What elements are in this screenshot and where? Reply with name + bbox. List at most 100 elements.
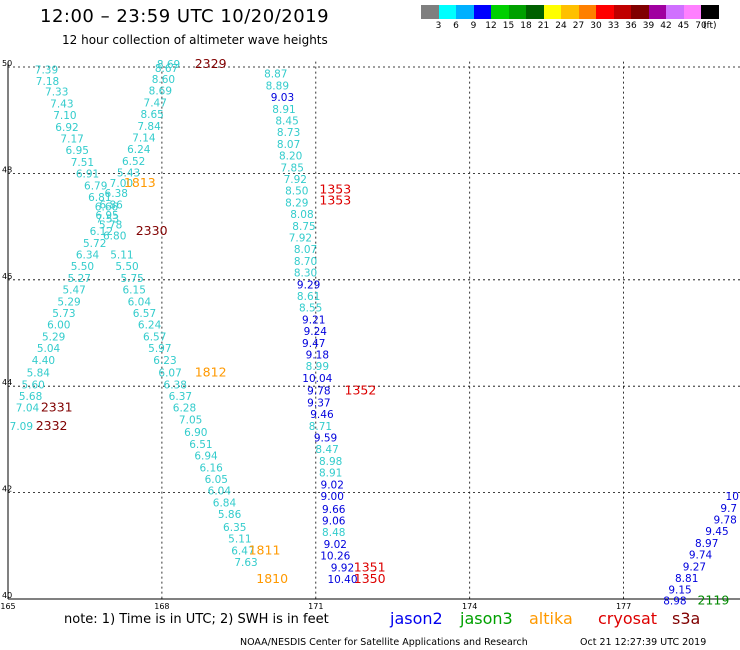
color-scale-label: 3	[435, 21, 442, 31]
wave-height-value: 8.60	[152, 74, 175, 86]
pass-time-label: 1353	[319, 192, 351, 207]
pass-time-label: 2331	[41, 400, 73, 415]
color-scale-label: 9	[470, 21, 477, 31]
color-scale-label: 39	[642, 21, 655, 31]
wave-height-value: 7.17	[60, 134, 83, 146]
wave-height-value: 7.92	[284, 174, 307, 186]
wave-height-value: 6.80	[103, 230, 126, 242]
wave-height-value: 5.29	[42, 331, 65, 343]
wave-height-value: 6.47	[231, 545, 254, 557]
track-f: 9.29	[297, 279, 320, 291]
longitude-label: 165	[0, 602, 15, 611]
wave-height-value: 8.70	[294, 256, 317, 268]
wave-height-value: 9.03	[271, 92, 294, 104]
wave-height-value: 7.43	[50, 98, 73, 110]
latitude-label: 40	[2, 591, 12, 600]
track-l: 9.59	[314, 433, 337, 445]
track-g: 8.618.55	[297, 291, 322, 315]
wave-height-value: 6.05	[205, 474, 228, 486]
wave-height-value: 8.67	[155, 63, 178, 75]
pass-time-label: 1350	[354, 571, 386, 586]
wave-height-value: 5.60	[21, 379, 44, 391]
wave-height-value: 8.30	[294, 268, 317, 280]
wave-height-value: 6.12	[90, 226, 113, 238]
wave-height-value: 5.11	[228, 534, 251, 546]
track-a: 7.397.187.337.437.106.927.176.957.516.91…	[10, 64, 119, 432]
wave-height-value: 6.81	[88, 192, 111, 204]
wave-height-value: 7.00	[110, 178, 133, 190]
wave-height-value: 8.98	[663, 595, 686, 607]
wave-height-value: 6.23	[153, 355, 176, 367]
wave-height-value: 6.38	[164, 379, 187, 391]
wave-height-value: 9.29	[297, 279, 320, 291]
map-grid	[7, 61, 740, 600]
color-swatch	[701, 5, 719, 19]
wave-height-value: 8.50	[285, 186, 308, 198]
wave-height-value: 9.47	[302, 338, 325, 350]
legend-item-s3a: s3a	[672, 609, 701, 628]
track-n: 9.029.009.669.06	[321, 479, 346, 527]
color-swatch	[666, 5, 684, 19]
wave-height-value: 7.51	[71, 157, 94, 169]
wave-height-value: 9.18	[306, 350, 329, 362]
wave-height-value: 10.26	[320, 551, 350, 563]
color-scale-label: 21	[537, 21, 550, 31]
wave-height-value: 9.66	[322, 504, 346, 516]
footnote: note: 1) Time is in UTC; 2) SWH is in fe…	[64, 612, 329, 627]
wave-height-value: 9.21	[302, 314, 325, 326]
color-swatch	[648, 5, 666, 19]
wave-height-value: 9.02	[321, 479, 344, 491]
wave-height-value: 6.37	[169, 391, 192, 403]
wave-height-value: 8.55	[299, 303, 322, 315]
color-swatch	[508, 5, 526, 19]
pass-time-label: 2119	[697, 592, 729, 607]
wave-height-value: 9.37	[307, 397, 330, 409]
longitude-label: 168	[154, 602, 169, 611]
longitude-label: 171	[308, 602, 323, 611]
track-k: 8.71	[309, 421, 332, 433]
wave-height-value: 7.05	[179, 414, 202, 426]
color-swatch	[526, 5, 544, 19]
wave-height-value: 7.84	[137, 121, 161, 133]
pass-time-label: 2332	[36, 418, 68, 433]
wave-height-value: 9.06	[322, 516, 346, 528]
wave-height-value: 5.75	[120, 273, 143, 285]
wave-height-value: 9.02	[324, 539, 347, 551]
wave-height-value: 6.07	[158, 368, 181, 380]
track-q: 10.9.79.789.458.979.749.278.819.158.98	[663, 491, 740, 607]
wave-height-value: 9.24	[304, 326, 328, 338]
wave-height-value: 6.15	[123, 285, 146, 297]
wave-height-value: 5.27	[68, 273, 91, 285]
wave-height-value: 8.99	[306, 361, 329, 373]
wave-height-value: 7.39	[35, 64, 58, 76]
wave-height-value: 6.04	[208, 486, 232, 498]
wave-height-value: 6.24	[127, 144, 151, 156]
color-scale-label: 24	[555, 21, 567, 31]
wave-height-value: 7.63	[234, 557, 257, 569]
page-subtitle: 12 hour collection of altimeter wave hei…	[62, 33, 328, 47]
color-scale: 3 6 9 12 15 18 21 24 27 30 33 36 39 42 45 70 (ft)	[421, 5, 719, 33]
pass-time-label: 2330	[136, 223, 168, 238]
color-scale-label: 18	[520, 21, 532, 31]
wave-height-value: 6.57	[143, 331, 166, 343]
wave-height-value: 6.94	[194, 451, 218, 463]
wave-height-value: 8.08	[290, 209, 313, 221]
wave-height-value: 6.28	[173, 403, 196, 415]
latitude-label: 46	[2, 272, 12, 281]
wave-height-value: 6.92	[55, 122, 78, 134]
wave-height-value: 6.38	[105, 188, 128, 200]
wave-height-value: 8.97	[695, 538, 718, 550]
wave-height-value: 8.07	[277, 139, 300, 151]
track-h: 9.219.249.479.18	[302, 314, 329, 361]
color-swatch	[561, 5, 579, 19]
wave-height-value: 9.00	[321, 491, 344, 503]
wave-height-value: 5.97	[148, 343, 171, 355]
wave-height-value: 8.69	[149, 86, 172, 98]
color-swatch	[456, 5, 474, 19]
color-scale-label: 27	[572, 21, 585, 31]
pass-time-label: 1811	[249, 542, 281, 557]
